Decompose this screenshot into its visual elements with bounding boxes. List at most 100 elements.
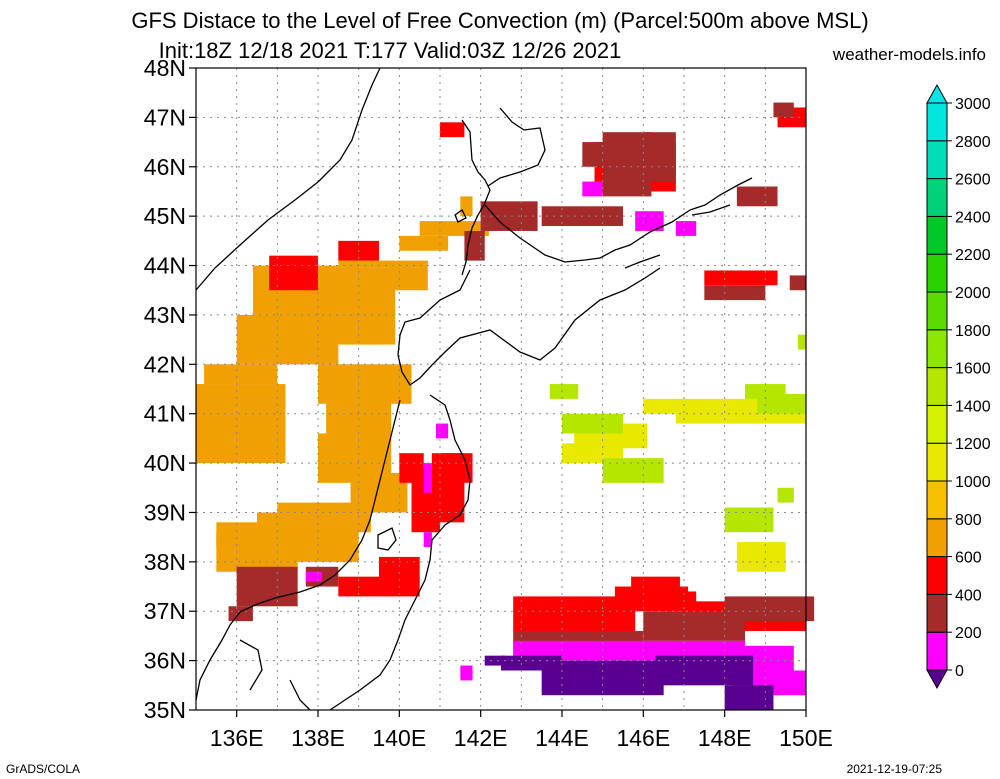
lat-label: 42N <box>144 351 186 377</box>
colorbar-segment <box>926 556 948 595</box>
field-cell <box>196 384 286 464</box>
coastline-kurils <box>624 177 753 269</box>
field-cell <box>704 270 778 286</box>
lon-label: 142E <box>454 725 508 751</box>
map-frame <box>195 67 807 711</box>
field-cell <box>435 423 449 439</box>
lat-label: 47N <box>144 104 186 130</box>
field-cell <box>643 398 684 414</box>
colorbar-segment <box>926 102 948 142</box>
colorbar-label: 2600 <box>955 172 991 189</box>
field-cell <box>399 453 424 483</box>
lon-label: 150E <box>779 725 833 751</box>
colorbar-above-arrow <box>926 83 948 104</box>
field-cell <box>582 181 603 197</box>
field-cell <box>602 458 664 483</box>
field-cell <box>460 665 473 681</box>
field-cell <box>350 472 408 513</box>
lat-label: 35N <box>144 697 186 723</box>
coastline-asia-mainland <box>195 67 381 291</box>
colorbar-label: 2400 <box>955 209 991 226</box>
field-cell <box>423 532 432 548</box>
lat-label: 37N <box>144 598 186 624</box>
lat-label: 43N <box>144 302 186 328</box>
field-cell <box>318 364 412 404</box>
field-cell <box>216 532 257 548</box>
field-cell <box>643 132 676 182</box>
coastline-bay <box>239 639 311 711</box>
lon-label: 146E <box>616 725 670 751</box>
longitude-labels: 136E 138E 140E 142E 144E 146E 148E 150E <box>210 710 833 751</box>
field-cell <box>582 142 615 167</box>
field-cell <box>789 275 806 291</box>
field-cell <box>460 196 473 217</box>
colorbar-label: 200 <box>955 625 982 642</box>
colorbar-label: 1200 <box>955 436 991 453</box>
generation-timestamp: 2021-12-19-07:25 <box>846 762 942 776</box>
map-title: GFS Distace to the Level of Free Convect… <box>131 8 869 33</box>
colorbar-label: 1800 <box>955 323 991 340</box>
field-cell <box>423 463 432 493</box>
coastline-rishiri <box>454 209 467 223</box>
lon-label: 148E <box>698 725 752 751</box>
lat-label: 40N <box>144 450 186 476</box>
field-cell <box>724 596 815 622</box>
field-cell <box>631 576 680 597</box>
field-cell <box>501 655 562 671</box>
colorbar-segment <box>926 329 948 369</box>
coastline-sakhalin-east <box>487 107 546 187</box>
field-cell <box>562 413 623 434</box>
field-cell <box>704 285 766 301</box>
colorbar-segment <box>926 178 948 217</box>
colorbar-label: 800 <box>955 512 982 529</box>
field-cell <box>236 566 298 607</box>
colorbar-label: 2200 <box>955 247 991 264</box>
coastline-hokkaido <box>397 204 691 386</box>
colorbar-label: 1400 <box>955 398 991 415</box>
colorbar-segment <box>926 480 948 520</box>
colorbar-segment <box>926 404 948 444</box>
field-cell <box>228 606 253 622</box>
lat-label: 48N <box>144 55 186 81</box>
lon-label: 140E <box>372 725 426 751</box>
field-cell <box>724 685 774 710</box>
colorbar-segment <box>926 367 948 406</box>
lfc-field <box>196 102 815 710</box>
colorbar-segment <box>926 593 948 633</box>
colorbar-label: 0 <box>955 663 964 680</box>
field-cell <box>675 221 697 236</box>
field-cell <box>777 487 794 503</box>
colorbar-below-arrow <box>926 669 948 690</box>
lat-label: 41N <box>144 401 186 427</box>
field-cell <box>757 393 806 414</box>
colorbar-segment <box>926 631 948 671</box>
field-cell <box>635 211 664 231</box>
coastline-honshu-west <box>195 399 401 701</box>
coastline-honshu-east <box>329 394 471 711</box>
field-cell <box>736 542 786 572</box>
lat-label: 45N <box>144 203 186 229</box>
colorbar-segment <box>926 518 948 558</box>
field-cell <box>736 186 778 207</box>
colorbar-label: 2000 <box>955 285 991 302</box>
colorbar-label: 600 <box>955 550 982 567</box>
colorbar-segment <box>926 291 948 331</box>
colorbar-segment <box>926 140 948 180</box>
field-cell <box>773 102 794 118</box>
site-credit: weather-models.info <box>832 45 986 64</box>
lon-label: 138E <box>291 725 345 751</box>
grads-credit: GrADS/COLA <box>6 762 81 776</box>
field-cell <box>379 556 420 582</box>
lat-label: 36N <box>144 648 186 674</box>
colorbar-label: 3000 <box>955 96 991 113</box>
field-cell <box>484 655 506 666</box>
field-cell <box>724 507 774 533</box>
colorbar-segment <box>926 442 948 482</box>
colorbar: 0 200 400 600 800 1000 1200 1400 1600 1800 2000 220… <box>926 83 991 690</box>
field-cell <box>399 235 449 251</box>
map-subtitle: Init:18Z 12/18 2021 T:177 Valid:03Z 12/2… <box>158 38 622 63</box>
field-cell <box>480 201 538 231</box>
field-cell <box>305 571 323 582</box>
field-cell <box>513 640 648 661</box>
